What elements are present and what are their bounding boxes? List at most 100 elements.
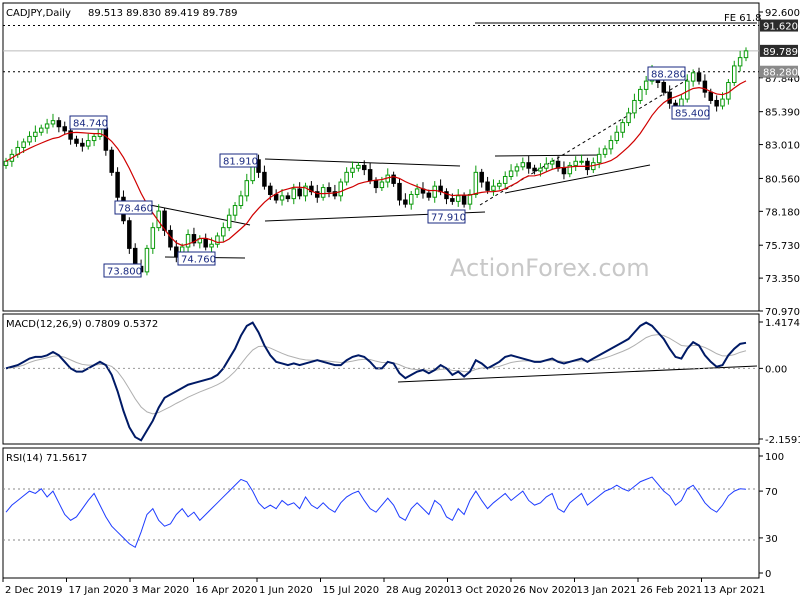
candle — [144, 244, 150, 276]
macd-axis: 1.4174 0.00 -2.1591 — [3, 318, 800, 446]
candle — [579, 154, 584, 165]
price-tick-label: 75.730 — [765, 241, 800, 252]
dashed-channel-line — [479, 77, 691, 206]
annotation-label: 88.280 — [651, 70, 686, 81]
candle — [115, 167, 120, 203]
price-title: CADJPY,Daily — [6, 8, 71, 19]
candle — [50, 113, 56, 128]
price-annotations: 84.740 81.910 78.460 73.800 74.760 77.910 88.2… — [69, 66, 710, 278]
price-axis: 92.600 87.840 85.390 83.010 80.560 78.180 75.7… — [759, 8, 800, 318]
candle — [526, 155, 531, 174]
annotation-label: 78.460 — [118, 204, 153, 215]
candle — [332, 184, 338, 200]
rsi-tick-label: 70 — [765, 487, 778, 498]
candle — [403, 193, 408, 208]
annotation-88.280: 88.280 — [647, 66, 686, 81]
annotation-85.400: 85.400 — [671, 105, 710, 120]
price-tick-label: 85.390 — [765, 108, 800, 119]
candle — [643, 76, 649, 95]
candle — [33, 125, 38, 142]
candle — [303, 182, 308, 202]
x-tick-label: 13 Apr 2021 — [704, 585, 766, 596]
annotation-81.910: 81.910 — [219, 153, 258, 168]
axis-tag-91.620: 91.620 — [760, 19, 798, 33]
candle — [432, 181, 437, 203]
candle — [150, 222, 156, 254]
candle — [497, 179, 502, 190]
candle — [426, 189, 432, 201]
candle — [408, 191, 414, 210]
candle — [56, 117, 62, 133]
annotation-74.760: 74.760 — [177, 251, 216, 266]
annotation-label: 85.400 — [675, 109, 710, 120]
x-tick-label: 16 Apr 2020 — [196, 585, 258, 596]
candle — [732, 60, 737, 86]
candle — [238, 190, 244, 209]
macd-trendline — [397, 365, 758, 383]
candle — [620, 119, 625, 138]
candle — [80, 138, 85, 152]
candle — [309, 181, 314, 196]
x-tick-label: 26 Nov 2020 — [513, 585, 577, 596]
candle — [491, 179, 496, 196]
candle — [85, 133, 91, 150]
candle — [185, 229, 191, 253]
range-top-line — [494, 154, 601, 157]
candle — [338, 178, 344, 202]
candle — [109, 146, 114, 176]
x-tick-label: 2 Dec 2019 — [5, 585, 63, 596]
rsi-tick-label: 30 — [765, 534, 778, 545]
watermark: ActionForex.com — [450, 254, 650, 282]
candle — [544, 157, 549, 172]
candle — [473, 165, 479, 198]
rsi-title: RSI(14) 71.5617 — [6, 453, 87, 464]
candle — [737, 50, 743, 72]
candle — [232, 202, 238, 221]
candle — [444, 188, 449, 205]
candle — [690, 69, 696, 87]
price-tick-label: 78.180 — [765, 207, 800, 218]
macd-title: MACD(12,26,9) 0.7809 0.5372 — [6, 319, 158, 330]
price-axis-tags: 91.620 89.789 88.280 — [760, 19, 798, 79]
resistance-line — [149, 204, 251, 226]
axis-tag-88.280: 88.280 — [760, 65, 798, 79]
moving-average-line — [5, 80, 747, 247]
candle — [614, 125, 620, 145]
candle — [573, 156, 578, 171]
candle — [502, 171, 508, 189]
candle — [221, 222, 226, 242]
candle — [127, 217, 132, 254]
candles — [3, 47, 749, 278]
price-tick-label: 83.010 — [765, 141, 800, 152]
macd-panel-frame — [2, 313, 760, 445]
price-tick-label: 92.600 — [765, 8, 800, 19]
candle — [62, 121, 67, 135]
candle — [714, 95, 719, 112]
candle — [44, 118, 50, 134]
candle — [362, 160, 367, 176]
price-tick-label: 80.560 — [765, 174, 800, 185]
x-tick-label: 13 Oct 2020 — [450, 585, 512, 596]
candle — [356, 161, 361, 172]
candle — [455, 189, 461, 207]
candle — [344, 167, 349, 186]
candle — [226, 208, 232, 232]
candle — [485, 176, 490, 194]
x-tick-label: 1 Jun 2020 — [259, 585, 313, 596]
candle — [262, 165, 267, 190]
annotation-84.740: 84.740 — [69, 115, 108, 130]
channel-line — [504, 164, 651, 194]
annotation-label: 73.800 — [107, 267, 142, 278]
candle — [520, 157, 526, 171]
axis-tag-label: 89.789 — [763, 47, 798, 58]
x-tick-label: 17 Jan 2020 — [69, 585, 129, 596]
candle — [696, 67, 702, 85]
x-tick-label: 26 Feb 2021 — [640, 585, 702, 596]
rsi-tick-label: 100 — [765, 452, 784, 463]
candle — [27, 131, 32, 146]
annotation-73.800: 73.800 — [103, 263, 142, 278]
candle — [326, 182, 332, 198]
candle — [702, 74, 708, 98]
candle — [191, 227, 197, 247]
